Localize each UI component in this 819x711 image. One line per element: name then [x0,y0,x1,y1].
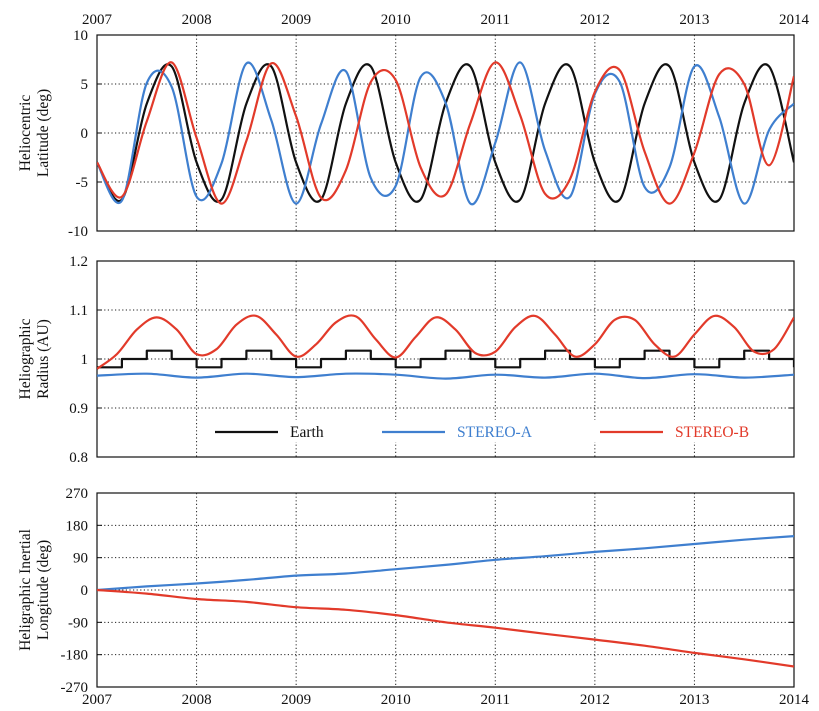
y-tick-label: 0.8 [69,450,88,466]
y-tick-label: 270 [66,486,89,502]
y-tick-label: 1 [81,352,89,368]
legend: Earth STEREO-A STEREO-B [210,420,790,442]
x-tick-label: 2014 [779,692,810,708]
series-line-stereo-b [97,314,794,370]
y-axis-label-line: Heliocentric [17,95,34,172]
y-tick-label: 0 [81,126,89,142]
x-tick-label: 2012 [580,692,610,708]
x-tick-label: 2013 [679,12,709,28]
series-line-earth [97,349,794,369]
y-tick-label: 1.1 [69,303,88,319]
y-tick-label: -10 [68,224,88,240]
y-tick-label: 180 [66,518,89,534]
x-tick-label: 2012 [580,12,610,28]
panel-radius: 0.8 0.9 1 1.1 1.2 HeliographicRadius (AU) Eart… [17,254,795,466]
y-tick-label: 1.2 [69,254,88,270]
x-tick-label: 2008 [182,12,212,28]
y-axis-label-line: Longitude (deg) [35,540,52,640]
legend-label: STEREO-A [457,424,533,441]
x-tick-label: 2008 [182,692,212,708]
y-tick-label: -180 [61,648,89,664]
y-tick-label: 10 [73,28,88,44]
x-tick-label: 2007 [82,692,113,708]
x-tick-label: 2014 [779,12,810,28]
y-axis-label-line: Latitude (deg) [35,89,52,177]
y-tick-label: -90 [68,615,88,631]
x-tick-label: 2009 [281,12,311,28]
y-axis-label-line: Heligraphic Inertial [17,529,34,651]
x-tick-label: 2007 [82,12,113,28]
panel-longitude: -270 -180 -90 0 90 180 270 2007 2008 2009 2010 2011… [17,486,810,708]
x-tick-label: 2009 [281,692,311,708]
x-tick-label: 2013 [679,692,709,708]
y-axis-label: Heligraphic InertialLongitude (deg) [17,529,52,651]
y-tick-label: -5 [76,175,89,191]
series-line-stereo-a [97,372,794,380]
y-tick-label: 0 [81,583,89,599]
series-line-stereo-a [97,535,794,592]
legend-background [210,420,790,442]
x-tick-label: 2011 [481,692,510,708]
y-tick-label: 90 [73,551,88,567]
x-tick-label: 2011 [481,12,510,28]
y-tick-label: 0.9 [69,401,88,417]
series-line-stereo-b [97,61,794,205]
x-tick-label: 2010 [381,692,411,708]
y-tick-label: 5 [81,77,89,93]
x-tick-label: 2010 [381,12,411,28]
y-axis-label: HeliocentricLatitude (deg) [17,89,52,177]
legend-label: STEREO-B [675,424,749,441]
series-line-stereo-b [97,588,794,668]
y-axis-label: HeliographicRadius (AU) [17,318,52,399]
y-tick-label: -270 [61,680,89,696]
y-axis-label-line: Radius (AU) [35,319,52,399]
legend-label: Earth [290,424,324,441]
y-axis-label-line: Heliographic [17,318,34,399]
